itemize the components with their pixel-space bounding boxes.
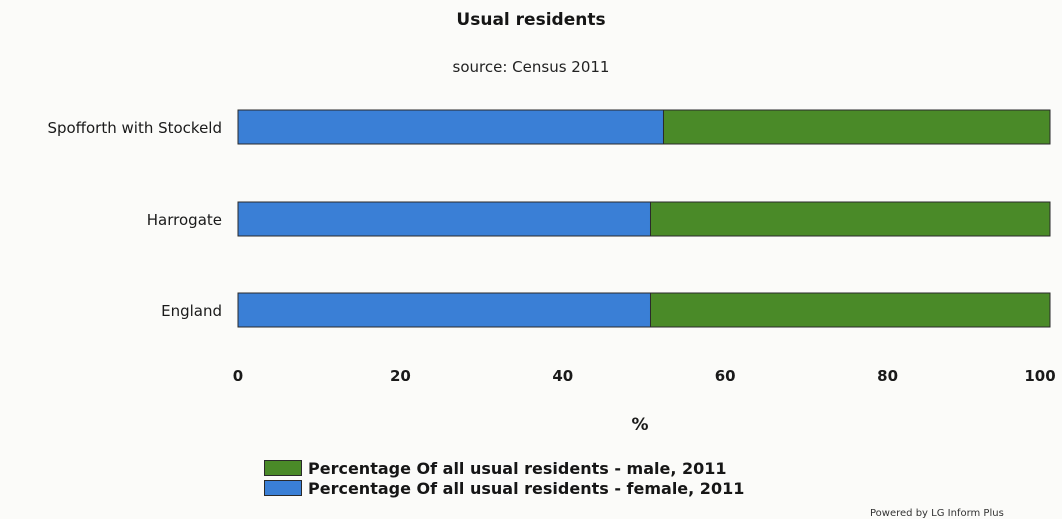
bar-segment [649,201,1051,237]
legend-label-male: Percentage Of all usual residents - male… [308,458,727,478]
legend-item: Percentage Of all usual residents - fema… [264,478,744,498]
bars-group [237,109,1051,328]
bar-segment [237,292,651,328]
category-label: Harrogate [147,211,222,229]
bar-segment [662,109,1051,145]
bar-segment [649,292,1051,328]
legend-swatch-female [264,480,302,496]
x-axis-ticks: 0 20 40 60 80 100 [233,367,1056,385]
x-tick-label: 80 [877,367,898,385]
powered-by-footer: Powered by LG Inform Plus [870,508,1004,519]
x-tick-label: 60 [715,367,736,385]
legend-item: Percentage Of all usual residents - male… [264,458,744,478]
legend-swatch-male [264,460,302,476]
legend-label-female: Percentage Of all usual residents - fema… [308,478,745,498]
x-tick-label: 20 [390,367,411,385]
x-axis-label: % [631,415,648,435]
category-label: England [161,302,222,320]
legend: Percentage Of all usual residents - male… [264,458,744,498]
x-tick-label: 0 [233,367,243,385]
chart-title: Usual residents [456,10,606,30]
category-labels: Spofforth with Stockeld Harrogate England [47,119,222,320]
chart-subtitle: source: Census 2011 [452,58,610,76]
category-label: Spofforth with Stockeld [47,119,222,137]
x-tick-label: 100 [1024,367,1055,385]
bar-segment [237,201,651,237]
x-tick-label: 40 [552,367,573,385]
bar-segment [237,109,664,145]
